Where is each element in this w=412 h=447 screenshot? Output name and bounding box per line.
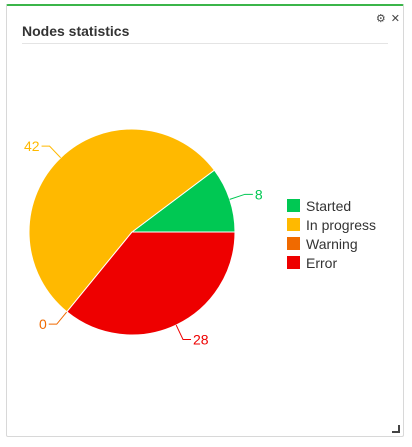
legend-item-warning[interactable]: Warning — [287, 234, 376, 253]
pie-chart: 8 42 0 28 — [24, 128, 263, 348]
legend-label: In progress — [306, 216, 377, 233]
legend-item-started[interactable]: Started — [287, 196, 376, 215]
legend-item-error[interactable]: Error — [287, 253, 376, 272]
leader-line-in-progress — [41, 145, 62, 159]
header-actions: ⚙ ✕ — [376, 12, 400, 26]
data-label-error: 28 — [193, 332, 209, 348]
legend-label: Warning — [306, 235, 358, 252]
legend-swatch — [287, 218, 300, 231]
pie-slice-error[interactable] — [66, 231, 236, 336]
widget-header: Nodes statistics ⚙ ✕ — [22, 13, 400, 44]
leader-line-error — [175, 324, 192, 341]
legend-swatch — [287, 256, 300, 269]
legend-swatch — [287, 199, 300, 212]
legend-label: Started — [306, 197, 352, 214]
nodes-statistics-widget: Nodes statistics ⚙ ✕ 8 42 0 28 Started In pr… — [6, 4, 404, 437]
data-label-started: 8 — [255, 186, 263, 202]
legend-swatch — [287, 237, 300, 250]
widget-title: Nodes statistics — [22, 23, 130, 39]
resize-handle-icon[interactable] — [392, 425, 400, 433]
chart-legend: Started In progress Warning Error — [287, 196, 376, 272]
legend-item-in-progress[interactable]: In progress — [287, 215, 376, 234]
gear-icon[interactable]: ⚙ — [375, 13, 386, 25]
data-label-in-progress: 42 — [24, 138, 40, 154]
close-icon[interactable]: ✕ — [390, 13, 400, 25]
leader-line-warning — [48, 311, 68, 325]
leader-line-started — [229, 193, 253, 200]
legend-label: Error — [306, 254, 338, 271]
data-label-warning: 0 — [39, 316, 47, 332]
